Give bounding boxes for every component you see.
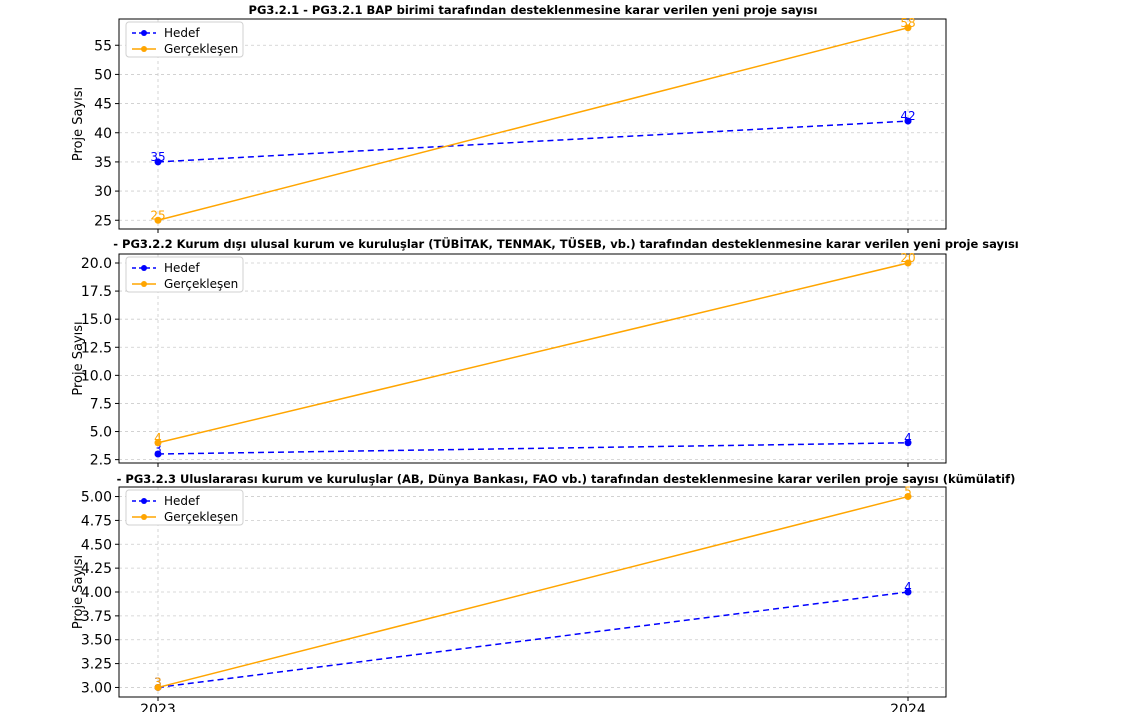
data-point [154,216,162,224]
legend-label: Gerçekleşen [164,42,238,56]
data-point [904,588,912,596]
y-tick-label: 15.0 [81,312,112,328]
y-axis-label: Proje Sayısı [71,555,86,629]
data-point [154,683,162,691]
legend-marker [141,30,147,36]
x-tick-label: 2024 [890,702,926,712]
legend-label: Gerçekleşen [164,510,238,524]
data-label: 35 [150,150,165,164]
data-point [154,439,162,447]
data-label: 3 [154,675,162,689]
y-tick-label: 45 [94,97,112,113]
data-point [154,158,162,166]
y-tick-label: 7.5 [90,396,112,412]
data-point [904,24,912,32]
y-tick-label: 25 [94,213,112,229]
data-label: 4 [904,431,912,445]
y-tick-label: 4.00 [81,585,112,601]
chart-title: PG3.2.1 - PG3.2.1 BAP birimi tarafından … [249,3,818,17]
y-tick-label: 3.75 [81,609,112,625]
legend-label: Hedef [164,261,200,275]
data-label: 3 [154,675,162,689]
y-tick-label: 3.00 [81,680,112,696]
y-tick-label: 20.0 [81,256,112,272]
data-label: 3 [154,442,162,456]
data-point [904,439,912,447]
y-tick-label: 55 [94,38,112,54]
legend-marker [141,46,147,52]
subplot-1: PG3.2.1 - PG3.2.1 BAP birimi tarafından … [71,3,947,233]
data-label: 58 [900,16,915,30]
legend-marker [141,514,147,520]
y-tick-label: 5.00 [81,490,112,506]
y-tick-label: 50 [94,67,112,83]
data-point [904,117,912,125]
legend-label: Hedef [164,26,200,40]
series-line [157,442,909,455]
y-tick-label: 30 [94,184,112,200]
y-tick-label: 35 [94,155,112,171]
legend-label: Gerçekleşen [164,277,238,291]
data-label: 25 [150,208,165,222]
series-line [157,120,909,163]
legend-marker [141,498,147,504]
y-tick-label: 3.50 [81,633,112,649]
series-line [157,591,909,689]
data-point [154,450,162,458]
y-tick-label: 3.25 [81,657,112,673]
series-line [157,495,909,689]
y-tick-label: 17.5 [81,284,112,300]
series-line [157,27,909,221]
y-tick-label: 2.5 [90,453,112,469]
y-tick-label: 5.0 [90,425,112,441]
chart-title: - PG3.2.3 Uluslararası kurum ve kuruluşl… [117,472,1016,486]
x-tick-label: 2023 [140,702,176,712]
axes-frame [118,486,947,698]
y-axis-label: Proje Sayısı [71,321,86,395]
y-tick-label: 12.5 [81,340,112,356]
y-tick-label: 4.75 [81,513,112,529]
subplot-2: - PG3.2.2 Kurum dışı ulusal kurum ve kur… [71,236,1019,469]
y-tick-label: 10.0 [81,368,112,384]
data-label: 4 [154,431,162,445]
axes-frame [118,253,947,464]
y-tick-label: 40 [94,126,112,142]
data-point [904,259,912,267]
data-label: 20 [900,251,915,265]
series-line [157,262,909,444]
y-tick-label: 4.25 [81,561,112,577]
legend-marker [141,281,147,287]
y-tick-label: 4.50 [81,537,112,553]
data-label: 42 [900,109,915,123]
subplot-3: - PG3.2.3 Uluslararası kurum ve kuruluşl… [71,472,1015,712]
data-label: 4 [904,580,912,594]
data-label: 5 [904,485,912,499]
axes-frame [118,18,947,230]
legend-label: Hedef [164,494,200,508]
chart-title: - PG3.2.2 Kurum dışı ulusal kurum ve kur… [113,236,1019,251]
legend-marker [141,265,147,271]
data-point [904,493,912,501]
y-axis-label: Proje Sayısı [71,87,86,161]
